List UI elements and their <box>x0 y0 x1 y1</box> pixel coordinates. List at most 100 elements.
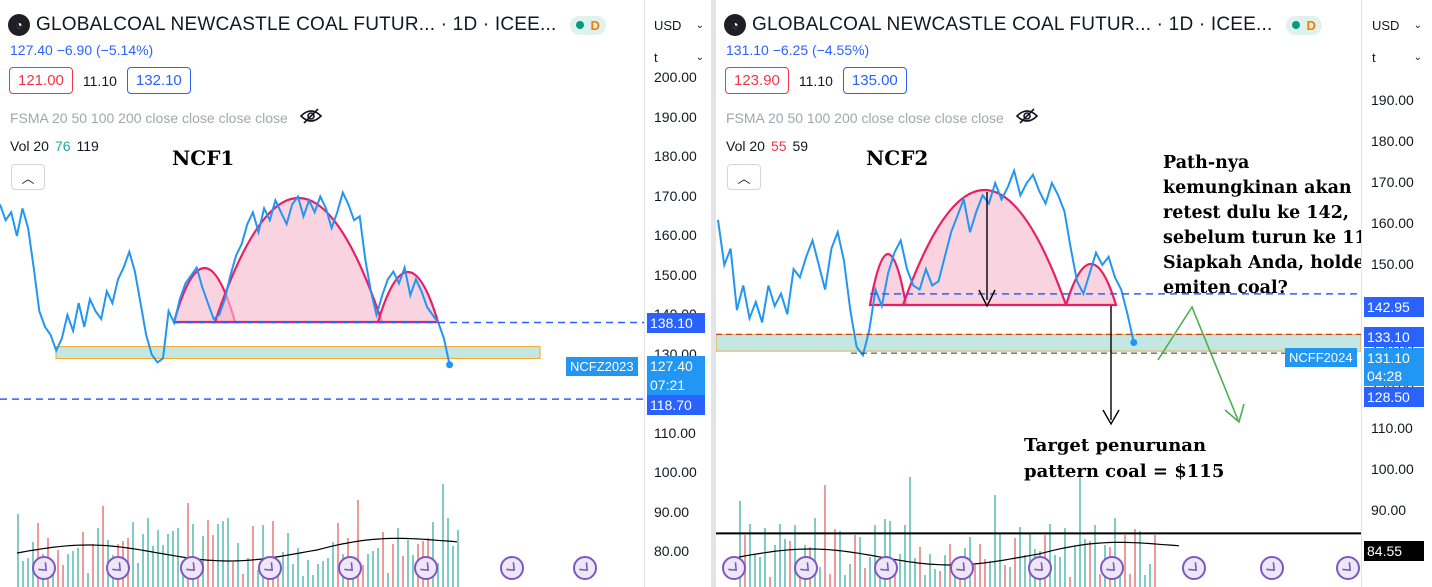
note-line: sebelum turun ke 115. <box>1163 228 1385 248</box>
volume-bar <box>1054 555 1056 587</box>
chart-panel-ncf2[interactable]: ◔ GLOBALCOAL NEWCASTLE COAL FUTUR... · 1… <box>716 0 1432 587</box>
sell-button[interactable]: 123.90 <box>725 67 789 94</box>
event-arrow-icon <box>264 562 274 572</box>
volume-bar <box>784 539 786 587</box>
price-tick-label: 150.00 <box>1371 256 1414 272</box>
volume-bar <box>67 554 69 587</box>
price-tick-label: 190.00 <box>1371 92 1414 108</box>
volume-bar <box>92 544 94 587</box>
price-tick-label: 160.00 <box>1371 215 1414 231</box>
panel-divider[interactable] <box>711 0 716 587</box>
market-status-badge[interactable]: D <box>1286 15 1322 35</box>
volume-bar <box>849 564 851 587</box>
price-chart-area[interactable] <box>716 0 1361 587</box>
event-arrow-icon <box>420 562 430 572</box>
volume-bar <box>1129 574 1131 587</box>
indicator-legend[interactable]: FSMA 20 50 100 200 close close close clo… <box>10 108 322 127</box>
volume-bar <box>147 518 149 587</box>
volume-bar <box>332 542 334 587</box>
hidden-eye-icon[interactable] <box>299 108 322 127</box>
event-arrow-icon <box>344 562 354 572</box>
projected-arrowhead <box>1224 403 1245 424</box>
unit-select[interactable]: t ⌄ <box>1372 49 1422 65</box>
price-tick-label: 150.00 <box>654 266 697 283</box>
target-note: Target penurunan pattern coal = $115 <box>1024 433 1224 485</box>
level-price-tag: 133.10 <box>1364 327 1424 347</box>
event-arrow-icon <box>880 562 890 572</box>
indicator-legend[interactable]: FSMA 20 50 100 200 close close close clo… <box>726 108 1038 127</box>
volume-label: Vol 20 <box>726 138 765 154</box>
volume-bar <box>317 564 319 587</box>
volume-bar <box>177 528 179 587</box>
volume-legend[interactable]: Vol 20 76 119 <box>10 138 99 154</box>
symbol-header[interactable]: ◔ GLOBALCOAL NEWCASTLE COAL FUTUR... · 1… <box>724 10 1322 40</box>
price-change: 131.10 −6.25 (−4.55%) <box>726 42 870 58</box>
spread-value: 11.10 <box>82 72 117 89</box>
price-tick-label: 160.00 <box>654 227 697 243</box>
volume-bar <box>1029 534 1031 587</box>
volume-bar <box>1124 535 1126 587</box>
volume-bar <box>754 555 756 587</box>
volume-bar <box>844 575 846 587</box>
volume-bar <box>889 521 891 587</box>
volume-bar <box>77 548 79 587</box>
volume-bar <box>357 500 359 587</box>
sell-button[interactable]: 121.00 <box>9 67 73 94</box>
currency-select[interactable]: USD ⌄ <box>1372 17 1422 33</box>
symbol-title[interactable]: GLOBALCOAL NEWCASTLE COAL FUTUR... · 1D … <box>752 14 1273 35</box>
volume-bar <box>157 530 159 587</box>
volume-bar <box>984 559 986 587</box>
volume-bar <box>1144 575 1146 587</box>
volume-bar <box>1094 525 1096 587</box>
volume-bar <box>929 554 931 587</box>
volume-bar <box>859 537 861 587</box>
volume-bar <box>367 554 369 587</box>
volume-bar <box>207 520 209 587</box>
volume-bar <box>132 522 134 587</box>
volume-legend[interactable]: Vol 20 55 59 <box>726 138 808 154</box>
price-tick-label: 200.00 <box>654 69 697 85</box>
volume-bar <box>904 525 906 587</box>
event-marker <box>32 556 56 580</box>
chevron-down-icon: ⌄ <box>695 51 704 63</box>
chevron-down-icon: ⌄ <box>695 19 704 31</box>
volume-label: Vol 20 <box>10 138 49 154</box>
price-axis[interactable]: USD⌄ t⌄ 80.0090.00100.00110.00120.00130.… <box>644 0 711 587</box>
volume-bar <box>1084 539 1086 587</box>
volume-bar <box>1134 529 1136 587</box>
volume-bar <box>387 573 389 587</box>
pattern-dome <box>868 253 908 307</box>
volume-bar <box>312 575 314 587</box>
price-tick-label: 180.00 <box>1371 133 1414 149</box>
event-marker <box>180 556 204 580</box>
buy-button[interactable]: 135.00 <box>842 67 907 94</box>
buy-button[interactable]: 132.10 <box>126 67 191 94</box>
volume-bar <box>1119 567 1121 587</box>
volume-bar <box>222 521 224 587</box>
unit-select[interactable]: t ⌄ <box>654 49 704 65</box>
event-arrow-icon <box>506 562 516 572</box>
volume-bar <box>769 577 771 587</box>
volume-bar <box>779 524 781 587</box>
market-status-badge[interactable]: D <box>570 15 606 35</box>
volume-bar <box>1049 524 1051 587</box>
volume-bar <box>282 552 284 587</box>
collapse-legend-button[interactable]: ︿ <box>727 164 761 190</box>
hidden-eye-icon[interactable] <box>1015 108 1038 127</box>
volume-value-b: 59 <box>792 138 809 154</box>
price-tick-label: 170.00 <box>1371 174 1414 190</box>
volume-bar <box>939 571 941 587</box>
volume-bar <box>919 547 921 587</box>
price-chart-area[interactable] <box>0 0 644 587</box>
volume-bar <box>302 576 304 587</box>
tradingview-logo-icon: ◔ <box>724 14 746 36</box>
price-axis[interactable]: USD⌄ t⌄ 80.0090.00100.00110.00120.00130.… <box>1361 0 1432 587</box>
collapse-legend-button[interactable]: ︿ <box>11 164 45 190</box>
chart-panel-ncf1[interactable]: ◔ GLOBALCOAL NEWCASTLE COAL FUTUR... · 1… <box>0 0 711 587</box>
currency-select[interactable]: USD ⌄ <box>654 17 704 33</box>
symbol-title[interactable]: GLOBALCOAL NEWCASTLE COAL FUTUR... · 1D … <box>36 14 557 35</box>
event-marker <box>573 556 597 580</box>
volume-bar <box>744 535 746 587</box>
symbol-header[interactable]: ◔ GLOBALCOAL NEWCASTLE COAL FUTUR... · 1… <box>8 10 606 40</box>
resistance-price-tag: 138.10 <box>647 313 705 333</box>
